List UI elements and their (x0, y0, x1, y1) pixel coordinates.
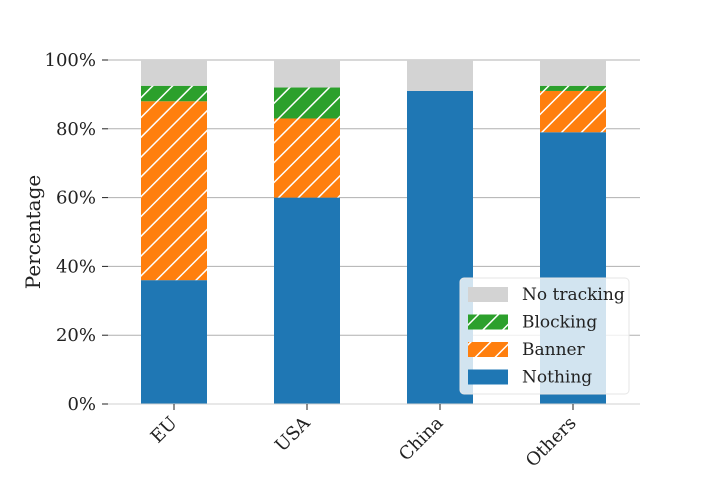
legend-label-no-tracking: No tracking (522, 285, 625, 305)
y-tick-label-0: 0% (67, 394, 96, 415)
legend-label-nothing: Nothing (522, 368, 592, 388)
y-tick-label-40: 40% (56, 256, 96, 277)
legend-swatch-no-tracking (468, 287, 508, 302)
y-axis-label: Percentage (21, 175, 45, 289)
bar-eu-blocking (141, 86, 207, 101)
y-tick-label-80: 80% (56, 119, 96, 140)
y-tick-label-20: 20% (56, 325, 96, 346)
y-tick-label-100: 100% (45, 50, 96, 71)
bar-eu-no-tracking (141, 60, 207, 86)
bar-usa-banner (274, 118, 340, 197)
legend-swatch-nothing (468, 370, 508, 385)
bar-others-banner (540, 91, 606, 132)
bar-others-no-tracking (540, 60, 606, 86)
bar-eu-nothing (141, 280, 207, 404)
bar-eu-banner (141, 101, 207, 280)
x-tick-label-eu: EU (147, 413, 182, 448)
legend-swatch-banner (468, 342, 508, 357)
legend: No tracking Blocking Banner Nothing (460, 278, 629, 394)
x-tick-label-others: Others (522, 413, 581, 472)
bar-usa-nothing (274, 198, 340, 404)
x-tick-label-china: China (395, 413, 448, 466)
legend-label-banner: Banner (522, 340, 586, 360)
legend-label-blocking: Blocking (522, 313, 597, 333)
bar-usa-no-tracking (274, 60, 340, 88)
bar-others-blocking (540, 86, 606, 91)
bar-usa-blocking (274, 88, 340, 119)
x-tick-label-usa: USA (271, 412, 315, 456)
legend-swatch-blocking (468, 315, 508, 330)
bar-china-no-tracking (407, 60, 473, 91)
y-tick-label-60: 60% (56, 188, 96, 209)
